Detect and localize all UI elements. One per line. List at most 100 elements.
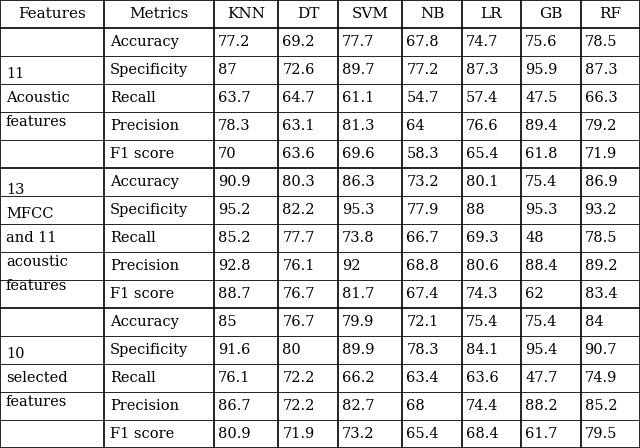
Text: 95.3: 95.3 (525, 203, 557, 217)
Text: 95.3: 95.3 (342, 203, 374, 217)
Text: 63.1: 63.1 (282, 119, 315, 133)
Text: 10: 10 (6, 347, 24, 361)
Text: Accuracy: Accuracy (110, 315, 179, 329)
Text: 85: 85 (218, 315, 236, 329)
Text: GB: GB (539, 7, 563, 21)
Text: 95.9: 95.9 (525, 63, 557, 77)
Text: Metrics: Metrics (129, 7, 189, 21)
Text: 92.8: 92.8 (218, 259, 250, 273)
Text: 73.8: 73.8 (342, 231, 374, 245)
Text: RF: RF (599, 7, 621, 21)
Text: 47.7: 47.7 (525, 371, 557, 385)
Text: 63.6: 63.6 (466, 371, 499, 385)
Text: 64: 64 (406, 119, 425, 133)
Text: Acoustic: Acoustic (6, 91, 70, 105)
Text: 77.7: 77.7 (282, 231, 315, 245)
Text: 58.3: 58.3 (406, 147, 439, 161)
Text: features: features (6, 395, 67, 409)
Text: Specificity: Specificity (110, 63, 189, 77)
Text: 64.7: 64.7 (282, 91, 315, 105)
Text: 82.7: 82.7 (342, 399, 374, 413)
Text: 77.9: 77.9 (406, 203, 439, 217)
Text: 67.8: 67.8 (406, 35, 439, 49)
Text: LR: LR (481, 7, 502, 21)
Text: 92: 92 (342, 259, 360, 273)
Text: 79.2: 79.2 (584, 119, 617, 133)
Text: 90.7: 90.7 (584, 343, 617, 357)
Text: 75.4: 75.4 (466, 315, 498, 329)
Text: 81.3: 81.3 (342, 119, 374, 133)
Text: 80.9: 80.9 (218, 427, 250, 441)
Text: 77.7: 77.7 (342, 35, 374, 49)
Text: 63.6: 63.6 (282, 147, 315, 161)
Text: 72.1: 72.1 (406, 315, 438, 329)
Text: 76.7: 76.7 (282, 287, 315, 301)
Text: 57.4: 57.4 (466, 91, 498, 105)
Text: 61.7: 61.7 (525, 427, 557, 441)
Text: 86.7: 86.7 (218, 399, 250, 413)
Text: Specificity: Specificity (110, 203, 189, 217)
Text: 85.2: 85.2 (584, 399, 617, 413)
Text: 79.9: 79.9 (342, 315, 374, 329)
Text: 13: 13 (6, 183, 24, 198)
Text: 47.5: 47.5 (525, 91, 557, 105)
Text: 61.8: 61.8 (525, 147, 557, 161)
Text: 48: 48 (525, 231, 544, 245)
Text: Specificity: Specificity (110, 343, 189, 357)
Text: 66.7: 66.7 (406, 231, 439, 245)
Text: 70: 70 (218, 147, 236, 161)
Text: 65.4: 65.4 (466, 147, 499, 161)
Text: Recall: Recall (110, 231, 156, 245)
Text: Accuracy: Accuracy (110, 35, 179, 49)
Text: 91.6: 91.6 (218, 343, 250, 357)
Text: 78.3: 78.3 (218, 119, 250, 133)
Text: 79.5: 79.5 (584, 427, 617, 441)
Text: 87.3: 87.3 (584, 63, 617, 77)
Text: 76.6: 76.6 (466, 119, 499, 133)
Text: selected: selected (6, 371, 68, 385)
Text: 83.4: 83.4 (584, 287, 617, 301)
Text: 73.2: 73.2 (342, 427, 374, 441)
Text: 68.4: 68.4 (466, 427, 499, 441)
Text: acoustic: acoustic (6, 255, 68, 269)
Text: 75.4: 75.4 (525, 315, 557, 329)
Text: DT: DT (297, 7, 319, 21)
Text: 72.2: 72.2 (282, 399, 315, 413)
Text: 78.5: 78.5 (584, 231, 617, 245)
Text: 88: 88 (466, 203, 484, 217)
Text: 85.2: 85.2 (218, 231, 250, 245)
Text: Recall: Recall (110, 371, 156, 385)
Text: 74.9: 74.9 (584, 371, 617, 385)
Text: 68: 68 (406, 399, 425, 413)
Text: 89.4: 89.4 (525, 119, 557, 133)
Text: 81.7: 81.7 (342, 287, 374, 301)
Text: 63.7: 63.7 (218, 91, 250, 105)
Text: 73.2: 73.2 (406, 175, 439, 189)
Text: 74.7: 74.7 (466, 35, 498, 49)
Text: 72.6: 72.6 (282, 63, 315, 77)
Text: 89.7: 89.7 (342, 63, 374, 77)
Text: 77.2: 77.2 (406, 63, 439, 77)
Text: Recall: Recall (110, 91, 156, 105)
Text: 67.4: 67.4 (406, 287, 439, 301)
Text: features: features (6, 115, 67, 129)
Text: F1 score: F1 score (110, 147, 175, 161)
Text: 75.6: 75.6 (525, 35, 557, 49)
Text: 93.2: 93.2 (584, 203, 617, 217)
Text: Precision: Precision (110, 259, 179, 273)
Text: 87: 87 (218, 63, 236, 77)
Text: 74.3: 74.3 (466, 287, 499, 301)
Text: and 11: and 11 (6, 231, 56, 245)
Text: 76.1: 76.1 (282, 259, 315, 273)
Text: 78.5: 78.5 (584, 35, 617, 49)
Text: KNN: KNN (227, 7, 265, 21)
Text: 74.4: 74.4 (466, 399, 498, 413)
Text: 80: 80 (282, 343, 301, 357)
Text: 95.2: 95.2 (218, 203, 250, 217)
Text: 87.3: 87.3 (466, 63, 499, 77)
Text: 69.2: 69.2 (282, 35, 315, 49)
Text: 86.9: 86.9 (584, 175, 617, 189)
Text: 76.7: 76.7 (282, 315, 315, 329)
Text: 11: 11 (6, 67, 24, 81)
Text: 54.7: 54.7 (406, 91, 439, 105)
